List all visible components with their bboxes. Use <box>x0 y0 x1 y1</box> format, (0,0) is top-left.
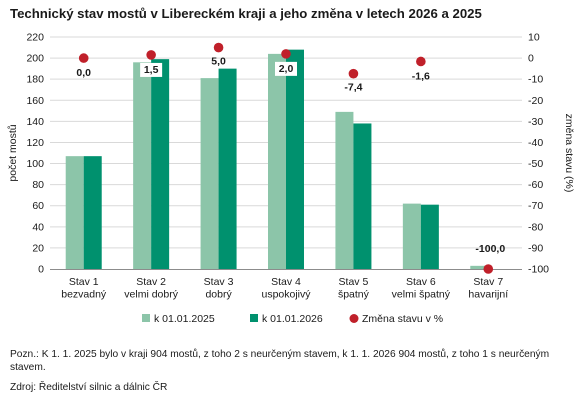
scatter-point <box>483 264 494 274</box>
x-tick-label: Stav 2 velmi dobrý <box>124 276 178 301</box>
y2-tick-label: -10 <box>528 74 543 86</box>
bar <box>353 123 372 270</box>
y2-tick-label: -90 <box>528 242 543 254</box>
data-label: 1,5 <box>144 64 159 76</box>
y-tick-label: 120 <box>26 137 44 149</box>
x-tick-label: Stav 4 uspokojivý <box>261 276 311 301</box>
y-tick-label: 220 <box>26 32 44 44</box>
x-tick-label: Stav 5 špatný <box>338 276 370 301</box>
y-tick-label: 200 <box>26 53 44 65</box>
bar <box>286 49 304 270</box>
y-tick-label: 180 <box>26 74 44 86</box>
bar <box>402 203 421 269</box>
data-label: 2,0 <box>279 63 294 75</box>
legend-swatch <box>142 314 150 322</box>
data-label: -1,6 <box>412 70 430 82</box>
bar <box>268 53 286 269</box>
bar <box>218 68 237 270</box>
y2-tick-label: 0 <box>528 53 534 65</box>
y-axis-title: počet mostů <box>7 124 19 181</box>
chart-title: Technický stav mostů v Libereckém kraji … <box>10 6 482 21</box>
bar <box>65 156 84 269</box>
x-tick-label: Stav 3 dobrý <box>204 276 234 301</box>
data-label-bg <box>140 62 163 77</box>
legend-label: k 01.01.2025 <box>154 313 215 325</box>
bar <box>470 265 489 269</box>
data-label: 5,0 <box>211 56 226 68</box>
bar <box>420 204 439 269</box>
x-tick-label: Stav 6 velmi špatný <box>392 276 451 301</box>
bar <box>133 62 152 270</box>
y2-tick-label: -100 <box>528 264 549 276</box>
y2-axis-title: změna stavu (%) <box>563 114 575 193</box>
legend-marker <box>349 314 359 323</box>
y2-tick-label: -40 <box>528 137 543 149</box>
y-tick-label: 140 <box>26 116 44 128</box>
scatter-point <box>78 53 89 63</box>
data-label: -100,0 <box>475 243 505 255</box>
y2-tick-label: -70 <box>528 200 543 212</box>
data-label-bg <box>275 61 297 76</box>
y-tick-label: 160 <box>26 95 44 107</box>
y-tick-label: 40 <box>32 221 44 233</box>
y2-tick-label: -50 <box>528 158 543 170</box>
source-note: Zdroj: Ředitelství silnic a dálnic ČR <box>10 382 168 393</box>
bar <box>83 156 102 269</box>
y2-tick-label: -30 <box>528 116 543 128</box>
data-label: 0,0 <box>76 67 91 79</box>
y-tick-label: 60 <box>32 200 44 212</box>
y-tick-label: 20 <box>32 242 44 254</box>
y-tick-label: 100 <box>26 158 44 170</box>
legend-label: k 01.01.2026 <box>262 313 323 325</box>
bar <box>200 78 219 269</box>
scatter-point <box>348 68 359 79</box>
x-tick-label: Stav 1 bezvadný <box>61 276 107 301</box>
bar <box>335 111 354 269</box>
y2-tick-label: -80 <box>528 221 543 233</box>
y2-tick-label: -60 <box>528 179 543 191</box>
y2-tick-label: -20 <box>528 95 543 107</box>
x-tick-label: Stav 7 havarijní <box>468 276 508 301</box>
scatter-point <box>416 56 426 67</box>
y2-tick-label: 10 <box>528 32 540 44</box>
data-label: -7,4 <box>344 82 362 94</box>
legend-label: Změna stavu v % <box>362 313 443 325</box>
footnote: Pozn.: K 1. 1. 2025 bylo v kraji 904 mos… <box>10 349 550 373</box>
scatter-point <box>146 50 156 60</box>
scatter-point <box>281 49 291 59</box>
y-tick-label: 80 <box>32 179 44 191</box>
y-tick-label: 0 <box>38 264 44 276</box>
scatter-point <box>213 42 224 53</box>
legend-swatch <box>250 314 258 322</box>
bar <box>151 59 170 270</box>
